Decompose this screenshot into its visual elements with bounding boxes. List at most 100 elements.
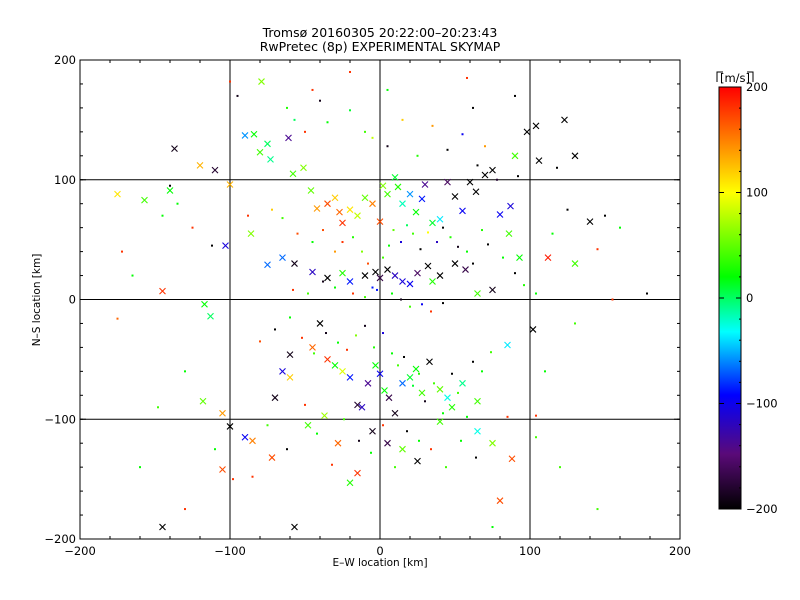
data-point-dot: [382, 424, 384, 427]
data-point-dot: [457, 391, 459, 394]
data-point-x: [448, 403, 456, 411]
data-point-dot: [376, 288, 378, 291]
data-point-dot: [286, 448, 288, 451]
data-point-x: [516, 254, 523, 261]
data-point-x: [376, 370, 384, 378]
data-point-x: [384, 439, 391, 447]
data-point-dot: [361, 250, 363, 253]
data-point-dot: [364, 324, 366, 327]
data-point-x: [256, 148, 264, 156]
data-point-x: [571, 152, 579, 160]
data-point-dot: [430, 448, 432, 451]
data-point-x: [508, 455, 516, 463]
data-point-x: [166, 187, 174, 194]
data-point-dot: [419, 248, 422, 251]
data-point-dot: [646, 292, 648, 295]
data-point-x: [496, 497, 504, 505]
data-point-x: [114, 190, 121, 198]
data-point-dot: [214, 448, 216, 451]
data-point-dot: [559, 466, 561, 469]
data-point-x: [267, 156, 274, 163]
data-point-x: [429, 219, 436, 227]
data-point-x: [369, 200, 376, 208]
data-point-x: [391, 409, 399, 417]
data-point-x: [324, 274, 331, 282]
colorbar-label: [m/s]: [720, 71, 750, 85]
data-point-x: [226, 423, 234, 430]
data-point-dot: [490, 351, 492, 354]
data-point-dot: [556, 166, 558, 169]
data-point-dot: [211, 244, 213, 247]
data-point-dot: [131, 274, 134, 277]
data-point-x: [199, 397, 207, 405]
data-point-x: [321, 412, 328, 420]
data-point-x: [414, 457, 421, 465]
data-point-x: [346, 479, 354, 487]
data-point-x: [412, 208, 420, 216]
data-point-x: [412, 365, 420, 373]
data-point-x: [421, 181, 429, 188]
data-point-dot: [445, 466, 447, 469]
data-point-x: [361, 194, 369, 202]
data-point-dot: [433, 382, 435, 385]
x-tick-label: −200: [64, 544, 96, 558]
data-point-x: [171, 145, 178, 153]
data-point-x: [201, 300, 208, 308]
data-point-x: [444, 178, 451, 186]
data-point-dot: [466, 250, 468, 253]
data-point-x: [418, 195, 426, 203]
data-point-x: [426, 358, 433, 366]
data-point-x: [489, 166, 496, 174]
data-point-dot: [326, 121, 329, 124]
data-point-dot: [331, 463, 333, 466]
data-point-x: [436, 385, 444, 393]
data-point-dot: [307, 292, 309, 295]
data-point-x: [291, 523, 298, 531]
x-tick-label: 100: [519, 544, 541, 558]
data-point-x: [504, 341, 511, 349]
data-point-dot: [352, 236, 354, 239]
data-point-x: [481, 171, 489, 179]
data-point-x: [523, 128, 531, 136]
data-point-x: [241, 132, 249, 139]
data-point-x: [226, 181, 234, 188]
data-point-dot: [535, 292, 537, 295]
data-point-dot: [313, 352, 315, 355]
data-point-x: [346, 373, 354, 381]
data-point-x: [372, 268, 379, 276]
chart-title-line-2: RwPretec (8p) EXPERIMENTAL SKYMAP: [260, 39, 501, 54]
data-point-x: [381, 387, 388, 394]
data-point-x: [406, 373, 414, 381]
data-point-dot: [388, 244, 390, 247]
data-point-dot: [296, 232, 299, 235]
data-point-x: [459, 207, 466, 215]
data-point-x: [544, 254, 552, 261]
data-point-dot: [251, 475, 254, 478]
data-point-x: [361, 272, 369, 279]
data-point-dot: [334, 286, 336, 289]
data-point-dot: [367, 262, 369, 265]
data-point-x: [271, 394, 279, 402]
data-point-dot: [496, 178, 498, 181]
data-point-x: [462, 266, 469, 273]
data-point-x: [354, 212, 361, 220]
data-point-dot: [334, 250, 336, 253]
data-point-dot: [460, 439, 462, 442]
data-point-x: [429, 278, 436, 285]
data-point-x: [571, 260, 579, 267]
data-point-x: [249, 437, 256, 445]
data-point-x: [384, 190, 391, 198]
data-point-x: [406, 190, 414, 198]
data-point-x: [399, 278, 406, 285]
data-point-dot: [311, 241, 314, 244]
data-point-dot: [431, 124, 434, 127]
data-point-dot: [619, 226, 621, 229]
data-point-x: [264, 261, 271, 269]
data-point-x: [196, 161, 204, 169]
data-point-x: [489, 286, 496, 294]
data-point-x: [309, 268, 316, 276]
data-point-x: [354, 469, 361, 477]
data-point-dot: [506, 415, 509, 418]
x-tick-label: 200: [669, 544, 691, 558]
data-point-dot: [343, 418, 345, 421]
